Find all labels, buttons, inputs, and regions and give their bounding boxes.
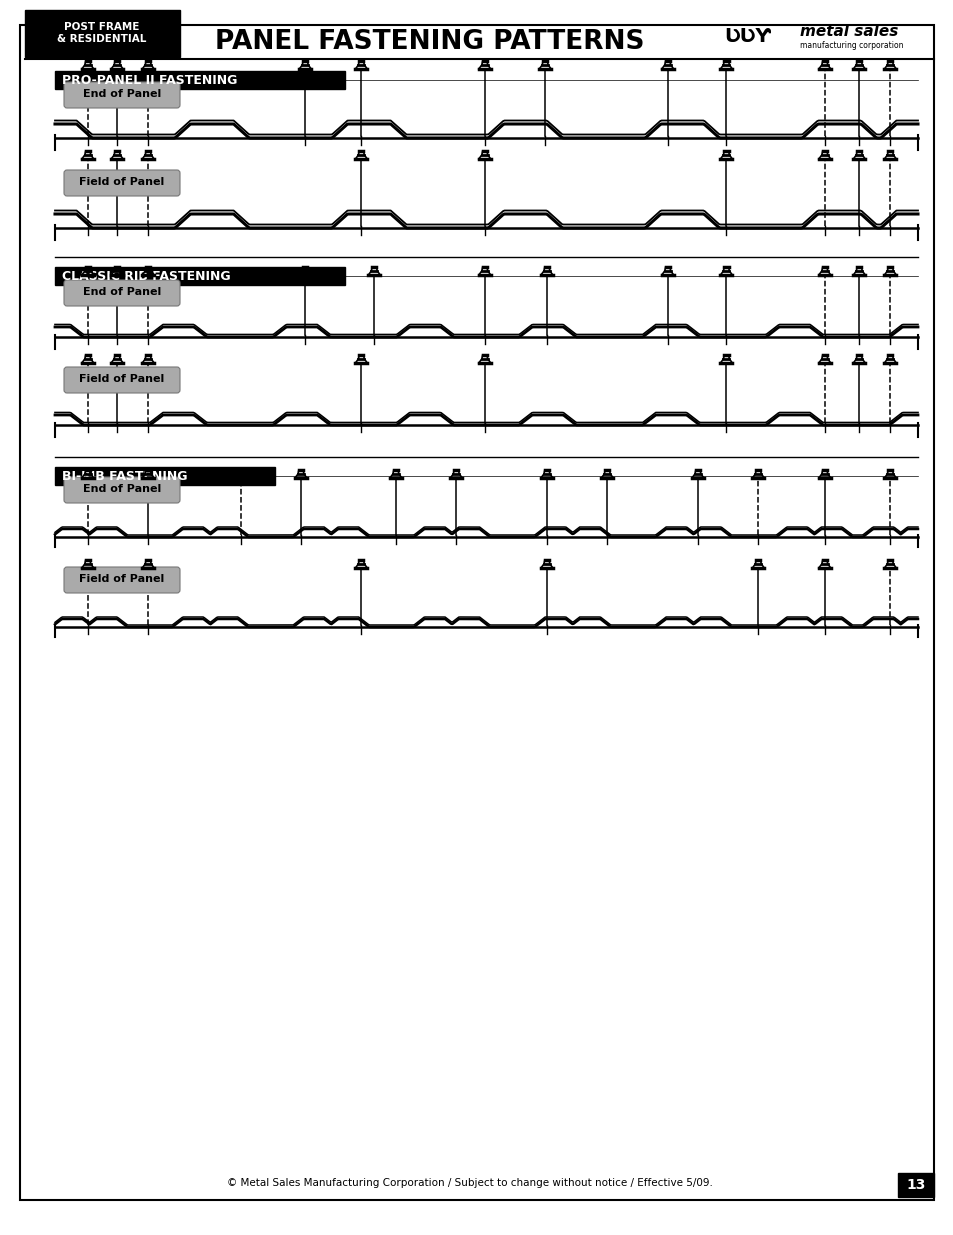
FancyBboxPatch shape xyxy=(64,477,180,503)
Text: Field of Panel: Field of Panel xyxy=(79,574,165,584)
FancyBboxPatch shape xyxy=(64,82,180,107)
Text: End of Panel: End of Panel xyxy=(83,89,161,99)
Text: © Metal Sales Manufacturing Corporation / Subject to change without notice / Eff: © Metal Sales Manufacturing Corporation … xyxy=(227,1178,712,1188)
Text: CLASSIC RIB FASTENING: CLASSIC RIB FASTENING xyxy=(62,269,231,283)
Text: POST FRAME
& RESIDENTIAL: POST FRAME & RESIDENTIAL xyxy=(57,22,147,44)
Bar xyxy=(897,1173,933,1197)
Text: PRO-PANEL II FASTENING: PRO-PANEL II FASTENING xyxy=(62,74,237,86)
Bar xyxy=(55,267,345,285)
Text: Field of Panel: Field of Panel xyxy=(79,374,165,384)
Bar xyxy=(55,467,274,485)
Bar xyxy=(25,10,180,57)
Text: 13: 13 xyxy=(905,1178,924,1192)
Text: PANEL FASTENING PATTERNS: PANEL FASTENING PATTERNS xyxy=(215,28,644,56)
Text: End of Panel: End of Panel xyxy=(83,484,161,494)
Bar xyxy=(55,70,345,89)
Text: Field of Panel: Field of Panel xyxy=(79,177,165,186)
Text: ƲƲƳ: ƲƲƳ xyxy=(723,27,771,47)
Text: metal sales: metal sales xyxy=(800,25,898,40)
FancyBboxPatch shape xyxy=(64,170,180,196)
Text: manufacturing corporation: manufacturing corporation xyxy=(800,41,902,49)
Text: BI-RIB FASTENING: BI-RIB FASTENING xyxy=(62,469,188,483)
FancyBboxPatch shape xyxy=(64,567,180,593)
FancyBboxPatch shape xyxy=(64,367,180,393)
FancyBboxPatch shape xyxy=(64,280,180,306)
Text: End of Panel: End of Panel xyxy=(83,287,161,296)
